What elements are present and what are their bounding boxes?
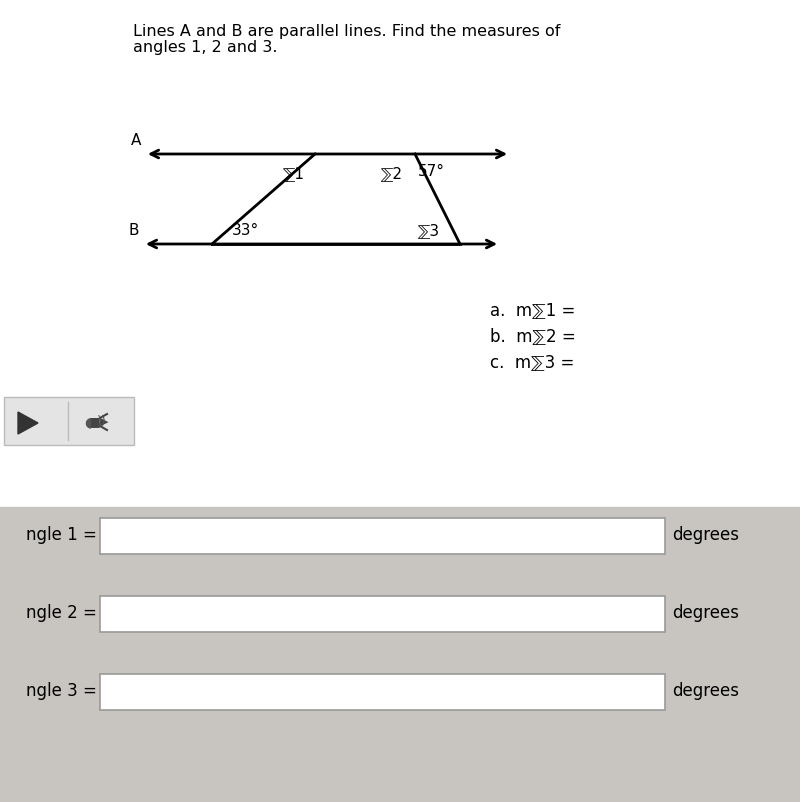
Text: A: A [130, 133, 141, 148]
Bar [100, 596, 665, 632]
Text: a.  m⅀1 =: a. m⅀1 = [490, 302, 575, 320]
Bar [100, 518, 665, 554]
Text: ◖: ◖ [84, 415, 92, 429]
Bar [0, 0, 800, 507]
Text: ■: ■ [89, 415, 101, 428]
Text: ⅀3: ⅀3 [418, 223, 440, 238]
Text: )): )) [97, 415, 106, 428]
Text: ⅀2: ⅀2 [381, 166, 403, 181]
Text: ⅀1: ⅀1 [283, 166, 305, 181]
Bar [0, 507, 800, 802]
Text: c.  m⅀3 =: c. m⅀3 = [490, 354, 574, 372]
Text: ngle 3 =: ngle 3 = [26, 682, 97, 700]
Text: b.  m⅀2 =: b. m⅀2 = [490, 328, 576, 346]
Text: degrees: degrees [672, 604, 739, 622]
Text: ngle 1 =: ngle 1 = [26, 526, 97, 544]
Text: ngle 2 =: ngle 2 = [26, 604, 97, 622]
Text: Lines A and B are parallel lines. Find the measures of: Lines A and B are parallel lines. Find t… [133, 24, 560, 39]
Text: B: B [129, 223, 139, 238]
Text: ▶: ▶ [100, 417, 109, 427]
Text: degrees: degrees [672, 682, 739, 700]
Bar [100, 674, 665, 710]
FancyBboxPatch shape [4, 397, 134, 445]
Polygon shape [18, 412, 38, 434]
Text: degrees: degrees [672, 526, 739, 544]
Text: 57°: 57° [418, 164, 445, 179]
Text: 33°: 33° [232, 223, 259, 238]
Text: angles 1, 2 and 3.: angles 1, 2 and 3. [133, 40, 278, 55]
